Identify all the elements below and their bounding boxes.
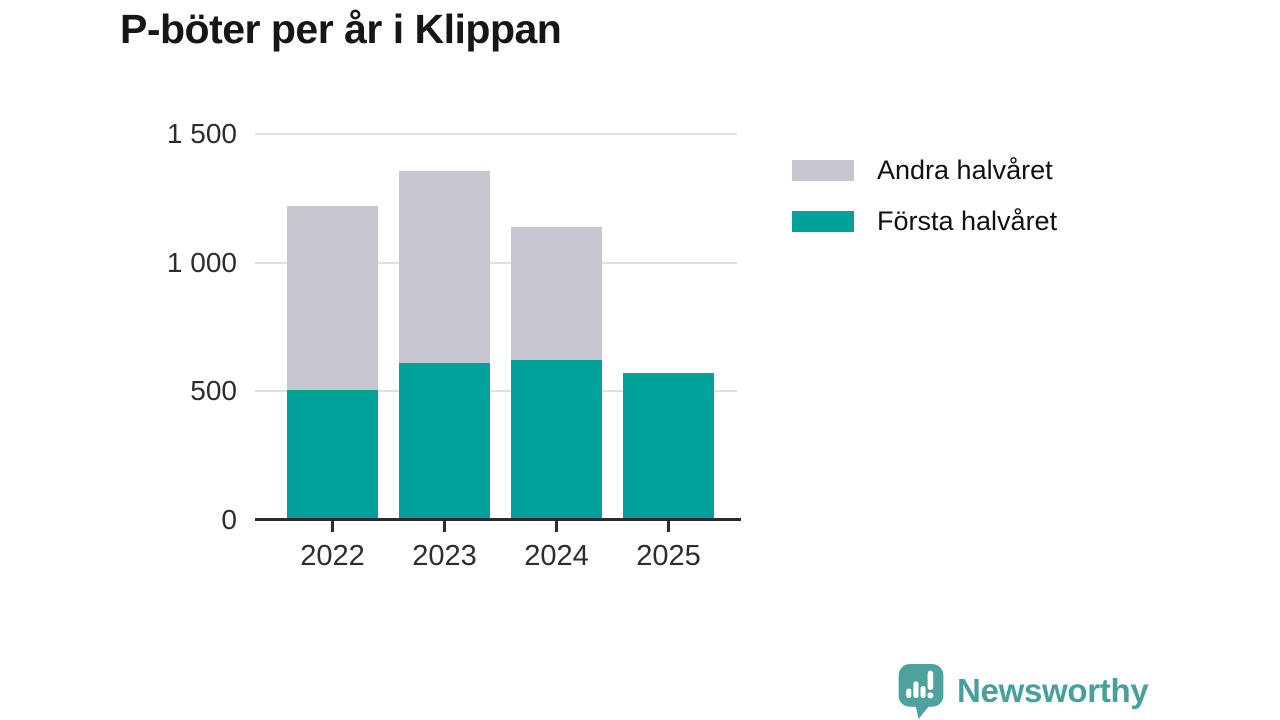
legend-swatch-andra-halvaret (792, 160, 854, 181)
bar-segment-första-2022 (287, 390, 378, 520)
legend-item-andra-halvaret: Andra halvåret (792, 155, 1057, 186)
x-axis-label-2025: 2025 (636, 540, 701, 572)
chart-title: P-böter per år i Klippan (120, 6, 562, 52)
newsworthy-speech-bubble-chart-icon (898, 664, 944, 719)
brand-logo: Newsworthy (896, 662, 1149, 719)
x-axis-label-2024: 2024 (524, 540, 589, 572)
bar-segment-andra-2024 (511, 226, 602, 361)
y-axis-label: 1 000 (166, 246, 237, 278)
x-axis-line (255, 518, 741, 521)
legend: Andra halvåret Första halvåret (792, 155, 1057, 237)
legend-item-forsta-halvaret: Första halvåret (792, 206, 1057, 237)
gridline-1000 (255, 261, 737, 264)
gridline-500 (255, 390, 737, 393)
y-axis-label: 500 (190, 375, 237, 407)
x-axis-label-2023: 2023 (412, 540, 477, 572)
y-axis-label: 1 500 (166, 118, 237, 149)
x-axis-tick-2023 (443, 520, 446, 532)
bar-segment-första-2024 (511, 360, 602, 520)
legend-label-forsta-halvaret: Första halvåret (877, 206, 1058, 236)
bar-segment-första-2025 (623, 373, 714, 520)
legend-label-andra-halvaret: Andra halvåret (877, 155, 1053, 185)
x-axis-label-2022: 2022 (300, 540, 365, 572)
plot-area: 0 500 1 000 1 500 2022 2023 2024 2025 (167, 118, 741, 572)
bar-segment-andra-2023 (399, 171, 490, 364)
bar-segment-första-2023 (399, 363, 490, 520)
bar-segment-andra-2022 (287, 206, 378, 391)
legend-swatch-forsta-halvaret (792, 211, 854, 232)
x-axis-tick-2022 (331, 520, 334, 532)
x-axis-tick-2024 (555, 520, 558, 532)
brand-name: Newsworthy (957, 671, 1149, 709)
gridline-1500 (255, 133, 737, 135)
y-axis-label: 0 (221, 504, 237, 535)
x-axis-tick-2025 (667, 520, 670, 532)
